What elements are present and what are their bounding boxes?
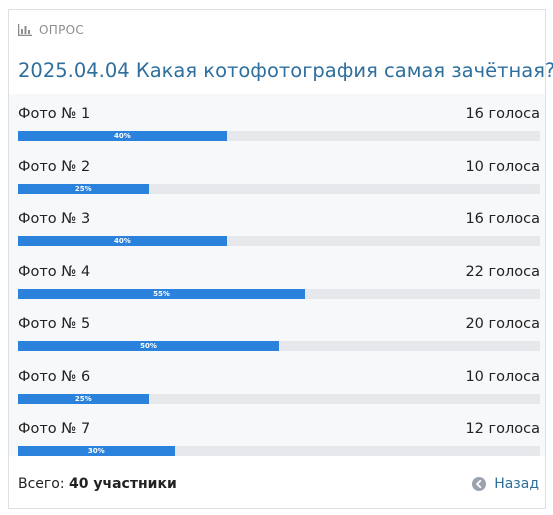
option-label: Фото № 6 <box>18 369 91 385</box>
poll-section-label: ОПРОС <box>39 23 85 37</box>
progress-fill: 30% <box>18 446 175 456</box>
option-votes: 20 голоса <box>465 316 540 332</box>
progress-track: 40% <box>18 131 540 141</box>
option-label: Фото № 1 <box>18 106 91 122</box>
bar-chart-icon <box>18 24 32 36</box>
progress-percent: 55% <box>153 290 170 298</box>
progress-fill: 40% <box>18 236 227 246</box>
option-label: Фото № 7 <box>18 421 91 437</box>
poll-option: Фото № 6 10 голоса 25% <box>18 361 540 409</box>
progress-track: 25% <box>18 184 540 194</box>
option-label: Фото № 5 <box>18 316 91 332</box>
option-votes: 16 голоса <box>465 106 540 122</box>
progress-fill: 50% <box>18 341 279 351</box>
poll-option: Фото № 2 10 голоса 25% <box>18 151 540 199</box>
poll-option: Фото № 7 12 голоса 30% <box>18 413 540 461</box>
progress-track: 50% <box>18 341 540 351</box>
progress-percent: 25% <box>74 395 92 403</box>
progress-track: 25% <box>18 394 540 404</box>
progress-percent: 50% <box>140 342 157 350</box>
progress-fill: 40% <box>18 131 227 141</box>
progress-fill: 25% <box>18 184 149 194</box>
option-label: Фото № 4 <box>18 264 91 280</box>
option-votes: 10 голоса <box>465 369 540 385</box>
option-votes: 22 голоса <box>465 264 540 280</box>
back-label: Назад <box>494 476 539 492</box>
progress-track: 30% <box>18 446 540 456</box>
progress-track: 40% <box>18 236 540 246</box>
progress-percent: 40% <box>114 132 131 140</box>
back-link[interactable]: Назад <box>472 476 539 492</box>
poll-card: ОПРОС 2025.04.04 Какая котофотография са… <box>8 9 553 509</box>
progress-percent: 30% <box>87 447 105 455</box>
total-count: 40 участники <box>69 476 177 492</box>
progress-percent: 25% <box>74 185 92 193</box>
option-votes: 10 голоса <box>465 159 540 175</box>
progress-fill: 25% <box>18 394 149 404</box>
option-label: Фото № 2 <box>18 159 91 175</box>
poll-total: Всего: 40 участники <box>18 476 177 492</box>
option-votes: 16 голоса <box>465 211 540 227</box>
progress-track: 55% <box>18 289 540 299</box>
total-label: Всего: <box>18 476 65 492</box>
progress-percent: 40% <box>114 237 131 245</box>
poll-option: Фото № 4 22 голоса 55% <box>18 256 540 304</box>
poll-option: Фото № 1 16 голоса 40% <box>18 98 540 146</box>
poll-title: 2025.04.04 Какая котофотография самая за… <box>18 59 553 82</box>
progress-fill: 55% <box>18 289 306 299</box>
option-votes: 12 голоса <box>465 421 540 437</box>
option-label: Фото № 3 <box>18 211 91 227</box>
poll-results: Фото № 1 16 голоса 40% Фото № 2 10 голос… <box>9 94 545 456</box>
arrow-left-circle-icon <box>472 477 487 491</box>
poll-option: Фото № 5 20 голоса 50% <box>18 308 540 356</box>
poll-header: ОПРОС <box>18 23 84 37</box>
poll-option: Фото № 3 16 голоса 40% <box>18 203 540 251</box>
